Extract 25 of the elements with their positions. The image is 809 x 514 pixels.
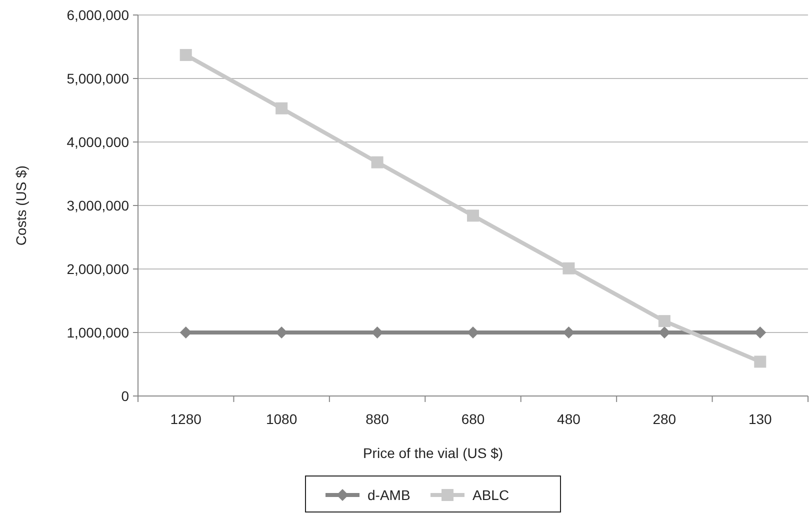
x-axis-title: Price of the vial (US $) (362, 445, 504, 461)
x-tick-label: 1080 (266, 411, 298, 427)
y-tick-label: 6,000,000 (66, 6, 130, 23)
y-tick-label: 3,000,000 (66, 197, 130, 214)
x-tick-label: 1280 (170, 411, 202, 427)
legend-label: ABLC (472, 486, 510, 503)
point (276, 102, 288, 114)
x-tick-label: 280 (652, 411, 676, 427)
point (180, 49, 192, 62)
legend-label: d-AMB (368, 486, 410, 503)
point (371, 156, 384, 168)
y-tick-label: 4,000,000 (66, 134, 130, 150)
x-tick-label: 480 (557, 411, 581, 427)
y-tick-label: 5,000,000 (66, 70, 130, 86)
x-tick-label: 680 (461, 411, 485, 427)
y-axis-title: Costs (US $) (13, 165, 29, 246)
point (467, 210, 479, 222)
x-tick-label: 880 (366, 411, 390, 427)
point (562, 262, 575, 274)
point (658, 315, 670, 328)
y-tick-label: 2,000,000 (66, 260, 130, 277)
y-tick-label: 0 (121, 388, 130, 404)
y-tick-label: 1,000,000 (66, 324, 130, 340)
x-tick-label: 130 (748, 411, 772, 427)
point (754, 356, 766, 368)
